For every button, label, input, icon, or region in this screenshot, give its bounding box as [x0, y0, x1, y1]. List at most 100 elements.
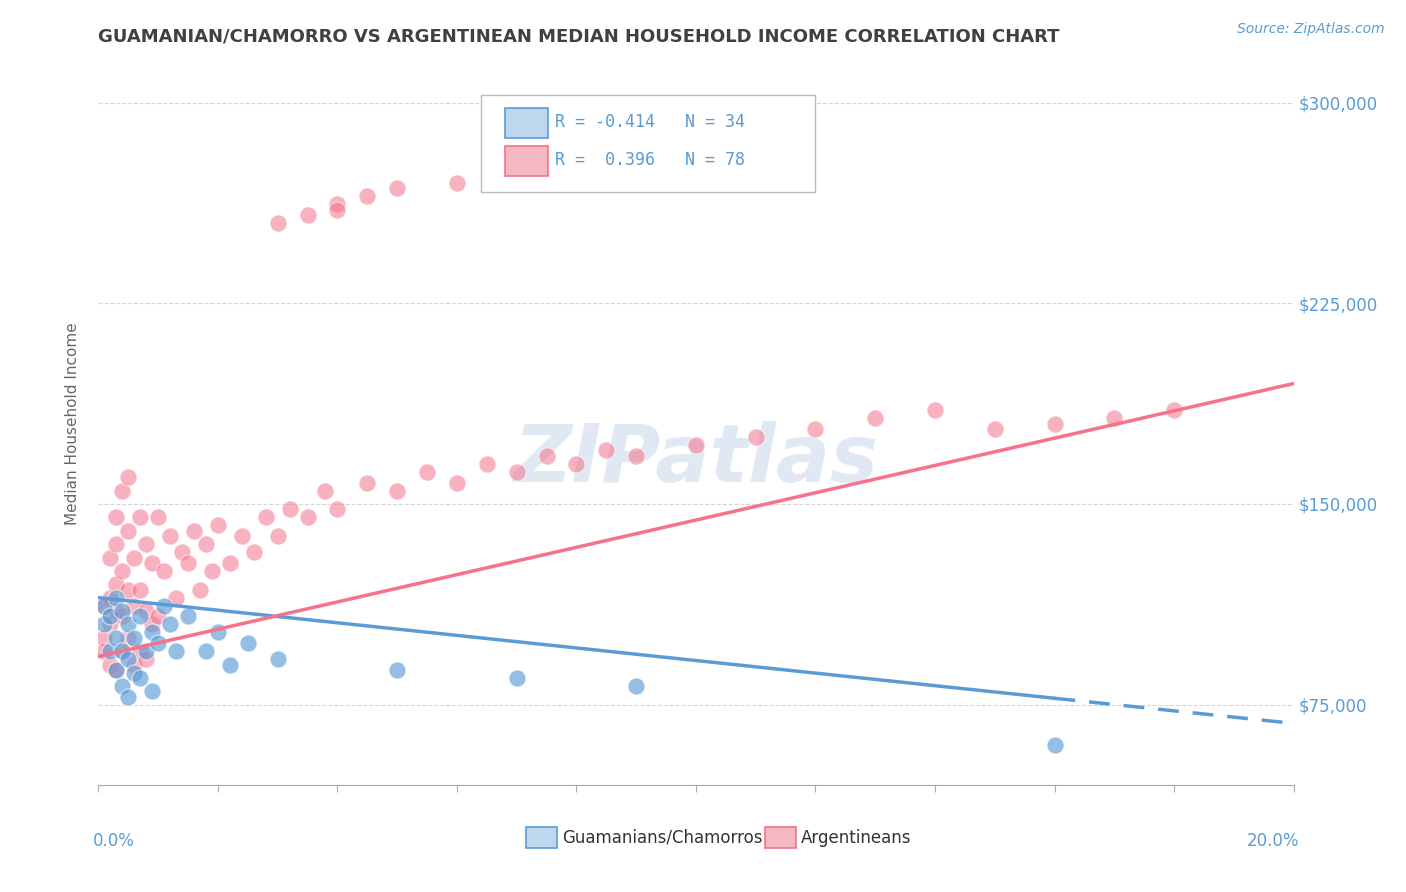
- Point: [98, 609, 122, 624]
- Point: [148, 609, 170, 624]
- Point: [297, 510, 319, 524]
- Point: [172, 545, 194, 559]
- Point: [177, 556, 200, 570]
- Point: [124, 665, 146, 680]
- Point: [267, 216, 290, 230]
- Text: 0.0%: 0.0%: [93, 832, 135, 850]
- Point: [195, 644, 218, 658]
- Point: [1104, 411, 1126, 425]
- FancyBboxPatch shape: [505, 108, 548, 138]
- Point: [111, 644, 134, 658]
- Point: [98, 591, 122, 605]
- Point: [117, 690, 139, 704]
- Point: [117, 631, 139, 645]
- Point: [475, 457, 498, 471]
- Point: [385, 483, 409, 498]
- Point: [804, 422, 827, 436]
- Point: [506, 465, 529, 479]
- Point: [124, 599, 146, 613]
- Point: [111, 609, 134, 624]
- Point: [105, 510, 128, 524]
- Text: Argentineans: Argentineans: [801, 829, 911, 847]
- Point: [201, 564, 224, 578]
- Point: [1043, 417, 1066, 431]
- Point: [117, 524, 139, 538]
- FancyBboxPatch shape: [765, 827, 796, 847]
- Point: [105, 591, 128, 605]
- Text: ZIPatlas: ZIPatlas: [513, 421, 879, 499]
- Point: [105, 663, 128, 677]
- Point: [98, 550, 122, 565]
- Point: [135, 537, 157, 551]
- Point: [326, 202, 349, 217]
- Point: [165, 644, 187, 658]
- Point: [207, 518, 229, 533]
- Point: [93, 617, 115, 632]
- Point: [105, 631, 128, 645]
- Point: [267, 652, 290, 666]
- Point: [117, 582, 139, 597]
- Point: [195, 537, 218, 551]
- Point: [135, 652, 157, 666]
- Point: [105, 663, 128, 677]
- Point: [207, 625, 229, 640]
- Point: [129, 644, 152, 658]
- Point: [129, 671, 152, 685]
- Point: [93, 631, 115, 645]
- Point: [141, 684, 163, 698]
- Text: 20.0%: 20.0%: [1247, 832, 1299, 850]
- Point: [165, 591, 187, 605]
- Point: [236, 636, 259, 650]
- Point: [159, 617, 181, 632]
- Point: [98, 657, 122, 672]
- Point: [685, 438, 707, 452]
- Point: [93, 599, 115, 613]
- Point: [924, 403, 946, 417]
- Point: [153, 599, 176, 613]
- Point: [117, 652, 139, 666]
- Point: [267, 529, 290, 543]
- Point: [565, 457, 588, 471]
- Point: [117, 617, 139, 632]
- Point: [129, 609, 152, 624]
- Point: [219, 657, 242, 672]
- Text: R = -0.414   N = 34: R = -0.414 N = 34: [555, 113, 745, 131]
- Text: GUAMANIAN/CHAMORRO VS ARGENTINEAN MEDIAN HOUSEHOLD INCOME CORRELATION CHART: GUAMANIAN/CHAMORRO VS ARGENTINEAN MEDIAN…: [98, 28, 1060, 45]
- Point: [135, 604, 157, 618]
- Point: [111, 604, 134, 618]
- Point: [129, 510, 152, 524]
- Point: [111, 644, 134, 658]
- Text: R =  0.396   N = 78: R = 0.396 N = 78: [555, 151, 745, 169]
- Point: [141, 625, 163, 640]
- Point: [124, 657, 146, 672]
- FancyBboxPatch shape: [526, 827, 557, 847]
- Point: [278, 502, 301, 516]
- Point: [385, 181, 409, 195]
- Point: [506, 671, 529, 685]
- FancyBboxPatch shape: [481, 95, 815, 193]
- Point: [111, 679, 134, 693]
- Point: [356, 189, 378, 203]
- Point: [93, 644, 115, 658]
- Point: [254, 510, 277, 524]
- Point: [117, 470, 139, 484]
- Point: [124, 631, 146, 645]
- Point: [626, 679, 648, 693]
- Point: [105, 577, 128, 591]
- Point: [177, 609, 200, 624]
- Y-axis label: Median Household Income: Median Household Income: [65, 322, 80, 525]
- Text: Source: ZipAtlas.com: Source: ZipAtlas.com: [1237, 22, 1385, 37]
- Point: [111, 564, 134, 578]
- FancyBboxPatch shape: [505, 145, 548, 176]
- Point: [124, 550, 146, 565]
- Point: [141, 617, 163, 632]
- Point: [141, 556, 163, 570]
- Point: [98, 617, 122, 632]
- Point: [159, 529, 181, 543]
- Point: [93, 599, 115, 613]
- Point: [326, 197, 349, 211]
- Point: [148, 636, 170, 650]
- Point: [111, 483, 134, 498]
- Point: [326, 502, 349, 516]
- Point: [626, 449, 648, 463]
